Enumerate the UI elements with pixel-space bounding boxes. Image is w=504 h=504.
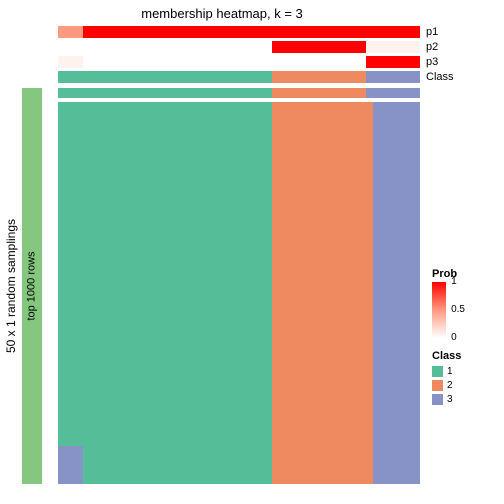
heatmap-area — [58, 88, 420, 484]
legend-class-item: 2 — [432, 378, 500, 392]
left-outer-label: 50 x 1 random samplings — [4, 219, 18, 353]
annot-segment — [83, 41, 271, 53]
annot-segment — [58, 26, 83, 38]
annot-class-row — [58, 71, 420, 83]
chart-title: membership heatmap, k = 3 — [0, 6, 444, 21]
annot-segment — [58, 41, 83, 53]
annot-segment — [366, 41, 420, 53]
annot-segment — [83, 71, 271, 83]
annot-row-label: p1 — [426, 26, 438, 38]
class-strip-segment — [83, 88, 271, 98]
heatmap-cell — [373, 102, 420, 484]
annot-row — [58, 26, 420, 38]
annot-segment — [272, 26, 366, 38]
annot-segment — [83, 26, 271, 38]
class-strip-segment — [272, 88, 366, 98]
legend-swatch — [432, 366, 443, 377]
annot-segment — [272, 56, 366, 68]
legend-class-item: 3 — [432, 392, 500, 406]
heatmap-cell — [83, 102, 271, 484]
legend-class: Class 1 2 3 — [432, 350, 500, 406]
heatmap-column — [272, 102, 366, 484]
heatmap-column — [83, 102, 271, 484]
left-green-label: top 1000 rows — [26, 251, 38, 320]
legend-class-title: Class — [432, 350, 500, 362]
legend-class-item: 1 — [432, 364, 500, 378]
annot-row — [58, 56, 420, 68]
annot-segment — [366, 71, 420, 83]
left-outer-label-container: 50 x 1 random samplings — [4, 88, 18, 484]
legend-item-label: 3 — [447, 394, 453, 405]
class-strip-segment — [58, 88, 83, 98]
annot-segment — [83, 56, 271, 68]
left-green-strip: top 1000 rows — [22, 88, 42, 484]
legend-prob-title: Prob — [432, 268, 500, 280]
annot-segment — [366, 26, 420, 38]
heatmap-column — [58, 102, 83, 484]
heatmap-cell — [272, 102, 366, 484]
legend-class-items: 1 2 3 — [432, 364, 500, 406]
class-strip-segment — [366, 88, 420, 98]
annot-segment — [272, 71, 366, 83]
class-strip — [58, 88, 420, 98]
legend-swatch — [432, 380, 443, 391]
prob-tick: 1 — [451, 277, 457, 287]
annot-segment — [366, 56, 420, 68]
annotation-rows: p1p2p3Class — [58, 26, 420, 86]
prob-tick: 0 — [451, 333, 457, 343]
prob-colorbar — [432, 282, 446, 338]
annot-row-label: p3 — [426, 56, 438, 68]
legend-swatch — [432, 394, 443, 405]
legend: Prob 1 0.5 0 Class 1 2 3 — [432, 268, 500, 406]
legend-item-label: 2 — [447, 380, 453, 391]
heatmap-body — [58, 102, 420, 484]
class-strip-label: Class — [426, 71, 454, 83]
heatmap-cell — [58, 102, 83, 446]
heatmap-cell — [58, 446, 83, 484]
annot-segment — [58, 56, 83, 68]
prob-tick: 0.5 — [451, 305, 465, 315]
legend-item-label: 1 — [447, 366, 453, 377]
annot-segment — [58, 71, 83, 83]
annot-segment — [272, 41, 366, 53]
annot-row-label: p2 — [426, 41, 438, 53]
annot-row — [58, 41, 420, 53]
heatmap-cell — [366, 102, 373, 484]
heatmap-column — [366, 102, 373, 484]
heatmap-column — [373, 102, 420, 484]
